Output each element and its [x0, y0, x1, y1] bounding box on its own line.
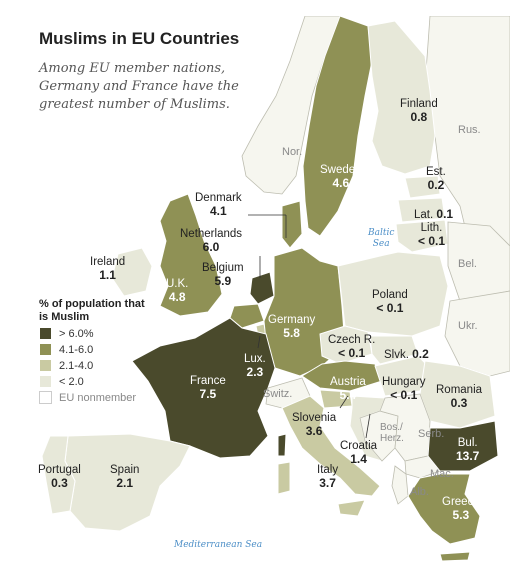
label-serbia: Serb.: [418, 428, 445, 440]
label-estonia: Est. 0.2: [426, 166, 446, 192]
bulgaria-shape: [427, 420, 499, 472]
legend-swatch: [39, 391, 52, 404]
label-croatia: Croatia 1.4: [340, 440, 378, 466]
label-ireland: Ireland 1.1: [90, 256, 126, 282]
label-uk: U.K. 4.8: [166, 278, 189, 304]
ukraine-shape: [444, 290, 510, 377]
belarus-shape: [447, 221, 510, 302]
label-lithuania: Lith. < 0.1: [418, 222, 446, 248]
label-mediterranean-sea: Mediterranean Sea: [174, 540, 263, 550]
label-france: France 7.5: [190, 375, 226, 401]
greece-shape: [407, 473, 481, 545]
label-austria: Austria 5.4: [330, 376, 366, 402]
label-germany: Germany 5.8: [268, 314, 316, 340]
label-finland: Finland 0.8: [400, 98, 438, 124]
label-netherlands: Netherlands 6.0: [180, 228, 243, 254]
portugal-shape: [41, 435, 76, 515]
label-switzerland: Switz.: [263, 388, 293, 400]
map-figure: Muslims in EU Countries Among EU member …: [20, 16, 510, 568]
lithuania-shape: [395, 219, 449, 253]
legend-item: < 2.0: [39, 375, 149, 388]
label-macedonia: Mac.: [430, 468, 454, 480]
legend-swatch: [39, 375, 52, 388]
label-spain: Spain 2.1: [110, 464, 140, 490]
label-belarus: Bel.: [458, 258, 477, 270]
legend-swatch: [39, 359, 52, 372]
legend-swatch: [39, 343, 52, 356]
albania-shape: [391, 465, 409, 505]
latvia-shape: [397, 197, 446, 223]
legend-swatch: [39, 327, 52, 340]
ireland-shape: [111, 247, 153, 297]
crete-shape: [439, 551, 471, 562]
sicily-shape: [337, 499, 366, 517]
chart-subtitle: Among EU member nations, Germany and Fra…: [39, 61, 239, 112]
label-luxembourg: Lux. 2.3: [244, 353, 266, 379]
slovakia-shape: [369, 335, 419, 365]
sardinia-shape: [277, 461, 291, 495]
legend-item: EU nonmember: [39, 391, 149, 404]
label-denmark: Denmark 4.1: [195, 192, 242, 218]
label-norway: Nor.: [282, 146, 303, 158]
denmark-shape: [281, 200, 303, 249]
label-bulgaria: Bul. 13.7: [456, 437, 480, 463]
label-albania: Alb.: [410, 486, 429, 498]
belgium-shape: [229, 303, 265, 329]
europe-map: [41, 16, 510, 562]
label-italy: Italy 3.7: [317, 464, 339, 490]
slovenia-leader: [339, 395, 349, 409]
france-shape: [131, 317, 276, 459]
label-hungary: Hungary < 0.1: [382, 376, 426, 402]
macedonia-shape: [404, 455, 441, 479]
label-belgium: Belgium 5.9: [202, 262, 244, 288]
netherlands-shape: [249, 271, 275, 305]
estonia-shape: [404, 175, 441, 199]
croatia-leader: [365, 413, 371, 439]
lux-leader: [257, 335, 261, 349]
label-sweden: Sweden 4.6: [320, 164, 362, 190]
finland-shape: [367, 20, 436, 175]
label-romania: Romania 0.3: [436, 384, 483, 410]
corsica-shape: [277, 433, 287, 457]
label-bosnia: Bos./Herz.: [380, 422, 404, 444]
label-czech: Czech R. < 0.1: [328, 334, 376, 360]
legend-item: 4.1-6.0: [39, 343, 149, 356]
label-russia: Rus.: [458, 124, 481, 136]
label-latvia: Lat. 0.1: [414, 207, 454, 222]
uk-shape: [159, 193, 223, 317]
label-portugal: Portugal 0.3: [38, 464, 81, 490]
legend: % of population that is Muslim > 6.0% 4.…: [39, 298, 149, 404]
label-poland: Poland < 0.1: [372, 289, 408, 315]
legend-title: % of population that is Muslim: [39, 298, 145, 323]
sweden-shape: [302, 16, 373, 237]
italy-shape: [281, 395, 381, 497]
legend-item: > 6.0%: [39, 327, 149, 340]
label-ukraine: Ukr.: [458, 320, 478, 332]
label-baltic-sea: Baltic Sea: [368, 228, 395, 249]
label-slovenia: Slovenia 3.6: [292, 412, 337, 438]
chart-title: Muslims in EU Countries: [39, 29, 240, 48]
legend-item: 2.1-4.0: [39, 359, 149, 372]
label-slovakia: Slvk. 0.2: [384, 347, 429, 362]
label-greece: Greece 5.3: [442, 496, 480, 522]
